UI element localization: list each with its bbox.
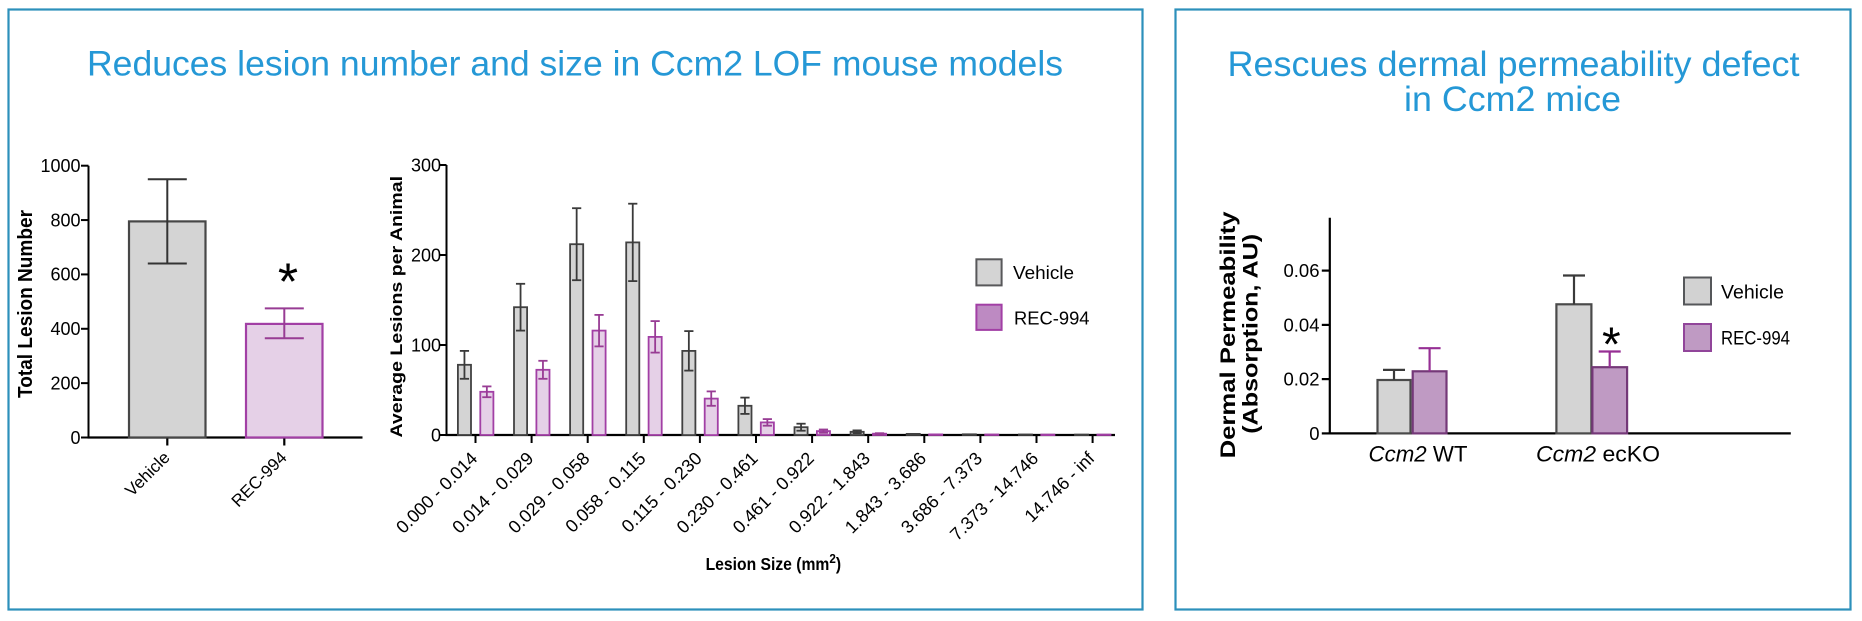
svg-text:0: 0 [1309,423,1319,444]
svg-text:REC-994: REC-994 [1721,329,1790,350]
svg-text:Ccm2 WT: Ccm2 WT [1369,442,1468,467]
svg-text:*: * [1602,319,1621,372]
svg-text:0: 0 [70,428,80,448]
svg-text:(Absorption, AU): (Absorption, AU) [1240,234,1263,434]
svg-text:Average Lesions per Animal: Average Lesions per Animal [387,176,406,438]
svg-text:0: 0 [431,425,441,445]
svg-text:Vehicle: Vehicle [1013,263,1074,283]
svg-text:Dermal Permeability: Dermal Permeability [1217,211,1240,458]
svg-text:0.04: 0.04 [1283,314,1319,335]
svg-text:200: 200 [411,245,441,265]
svg-text:800: 800 [50,210,80,230]
svg-text:Rescues dermal permeability de: Rescues dermal permeability defect [1228,45,1800,84]
svg-text:1000: 1000 [40,156,80,176]
svg-text:400: 400 [50,319,80,339]
svg-text:in Ccm2 mice: in Ccm2 mice [1404,80,1621,119]
svg-text:Lesion Size (mm2): Lesion Size (mm2) [706,551,842,574]
svg-text:*: * [278,254,298,312]
svg-text:Total Lesion Number: Total Lesion Number [15,210,37,398]
svg-text:600: 600 [50,265,80,285]
svg-text:Vehicle: Vehicle [1721,283,1784,304]
svg-text:Reduces lesion number and size: Reduces lesion number and size in Ccm2 L… [87,45,1063,84]
svg-text:REC-994: REC-994 [1014,308,1090,328]
svg-text:Ccm2 ecKO: Ccm2 ecKO [1536,442,1660,467]
svg-text:100: 100 [411,335,441,355]
svg-text:300: 300 [411,155,441,175]
svg-text:0.02: 0.02 [1283,369,1319,390]
svg-text:0.06: 0.06 [1283,260,1319,281]
svg-text:200: 200 [50,373,80,393]
